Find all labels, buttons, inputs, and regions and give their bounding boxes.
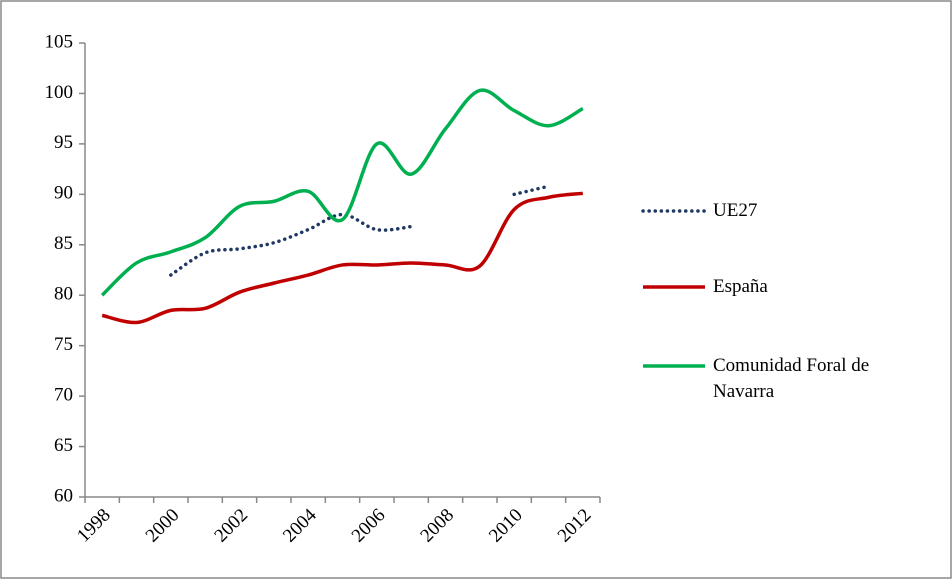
series-line <box>100 88 584 297</box>
y-tick-label: 105 <box>45 31 74 52</box>
series-line <box>101 191 584 325</box>
y-tick-label: 65 <box>54 435 73 456</box>
legend-label: Comunidad Foral de Navarra <box>713 355 870 402</box>
series-line <box>169 184 551 277</box>
y-tick-label: 100 <box>45 82 74 103</box>
y-tick-label: 90 <box>54 183 73 204</box>
y-tick-label: 75 <box>54 334 73 355</box>
y-tick-label: 80 <box>54 284 73 305</box>
y-tick-label: 95 <box>54 132 73 153</box>
y-tick-label: 60 <box>54 485 73 506</box>
y-tick-label: 70 <box>54 384 73 405</box>
y-tick-label: 85 <box>54 233 73 254</box>
legend-label: España <box>713 276 768 297</box>
legend-label: UE27 <box>713 200 758 221</box>
